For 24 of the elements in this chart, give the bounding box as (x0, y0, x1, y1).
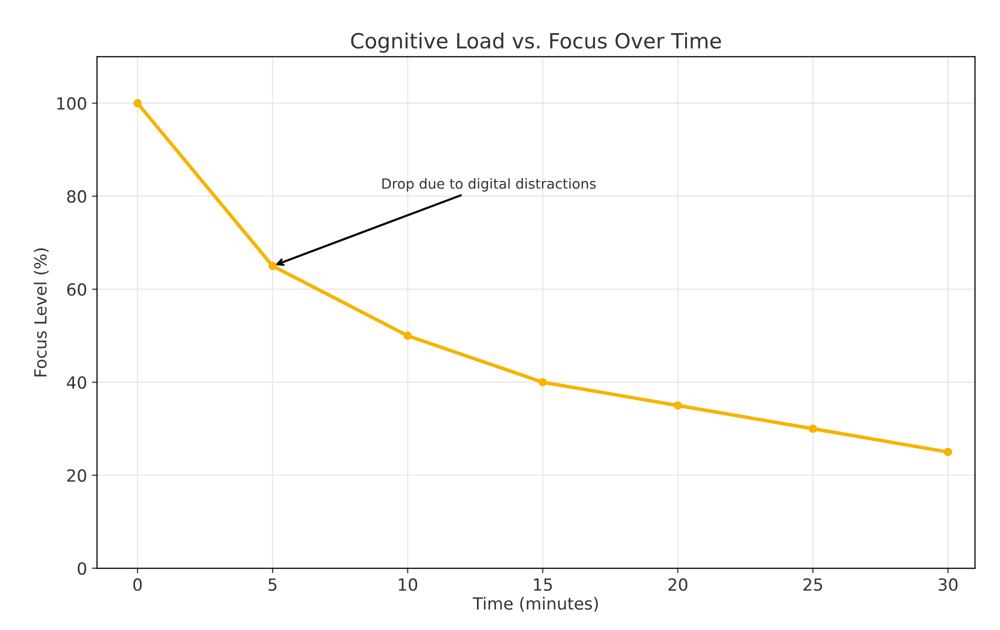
y-tick-label: 40 (66, 376, 86, 389)
point (133, 99, 142, 108)
y-tick-label: 0 (78, 562, 86, 575)
x-tick-label: 10 (398, 578, 418, 591)
x-tick-label: 20 (668, 578, 688, 591)
y-axis-title: Focus Level (%) (34, 248, 49, 376)
point (538, 378, 547, 386)
x-tick-label: 15 (534, 578, 552, 591)
point (944, 448, 952, 456)
x-tick-label: 5 (268, 578, 276, 591)
x-tick-label: 30 (938, 578, 958, 591)
y-tick-label: 60 (67, 283, 86, 296)
x-axis-title: Time (minutes) (472, 596, 598, 612)
annotation: Drop due to digital distractions (382, 178, 596, 192)
chart-title: Cognitive Load vs. Focus Over Time (351, 32, 721, 53)
point (268, 262, 277, 270)
point (808, 424, 818, 433)
x-tick-label: 0 (133, 578, 142, 591)
x-tick-label: 25 (804, 578, 822, 591)
point (404, 332, 412, 340)
y-tick-label: 80 (67, 190, 86, 203)
y-tick-label: 20 (67, 469, 86, 482)
point (674, 401, 682, 410)
y-tick-label: 100 (57, 97, 86, 110)
